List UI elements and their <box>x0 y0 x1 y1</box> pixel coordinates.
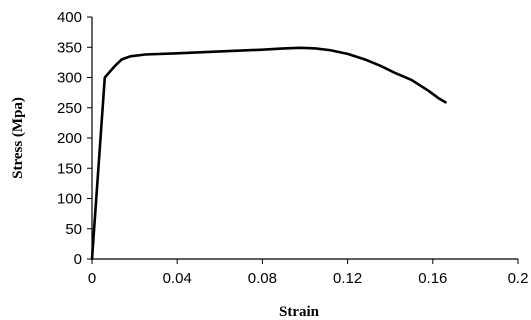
x-tick-label: 0.16 <box>418 270 447 287</box>
y-tick-label: 50 <box>65 221 82 238</box>
y-tick-label: 100 <box>57 191 82 208</box>
x-tick-label: 0.08 <box>248 270 277 287</box>
x-tick-label: 0.2 <box>508 270 529 287</box>
y-tick-label: 350 <box>57 39 82 56</box>
x-tick-label: 0.04 <box>163 270 192 287</box>
y-tick-label: 250 <box>57 100 82 117</box>
y-tick-label: 200 <box>57 130 82 147</box>
y-axis-ticks: 0 50 100 150 200 250 300 350 400 <box>57 9 92 268</box>
y-axis-title: Stress (Mpa) <box>10 97 26 179</box>
x-axis-ticks: 0 0.04 0.08 0.12 0.16 0.2 <box>88 259 529 287</box>
x-tick-label: 0.12 <box>333 270 362 287</box>
series-layer <box>90 46 447 261</box>
x-tick-label: 0 <box>88 270 96 287</box>
y-tick-label: 150 <box>57 160 82 177</box>
y-tick-label: 0 <box>74 251 82 268</box>
x-axis-title: Strain <box>279 304 320 320</box>
y-tick-label: 400 <box>57 9 82 26</box>
y-tick-label: 300 <box>57 70 82 87</box>
stress-strain-curve <box>90 46 447 261</box>
